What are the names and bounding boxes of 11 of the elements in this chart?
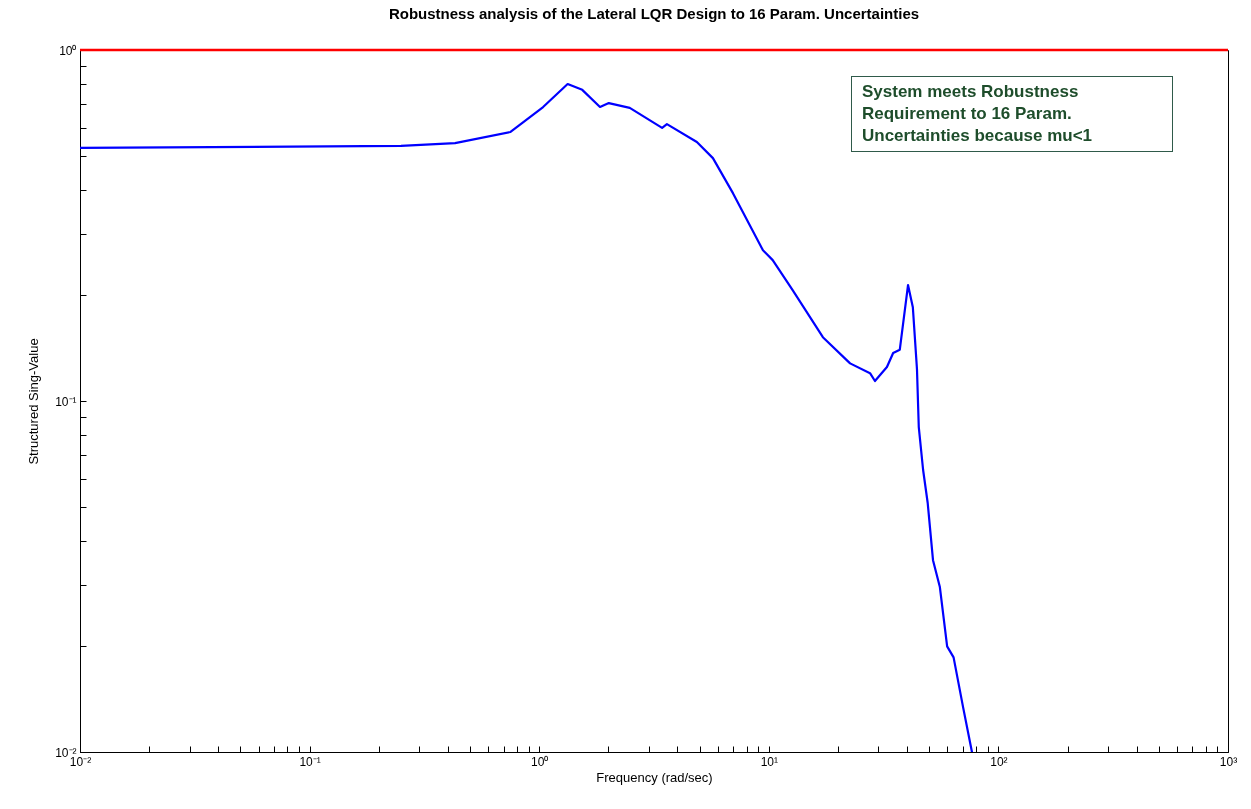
- note-box: System meets Robustness Requirement to 16 Param. Uncertainties because mu<1: [851, 76, 1173, 152]
- y-tick-label: 10⁻¹: [55, 394, 77, 409]
- x-tick-label: 10²: [990, 754, 1008, 769]
- x-tick-label: 10¹: [760, 754, 778, 769]
- y-axis-title: Structured Sing-Value: [26, 338, 42, 465]
- x-tick-label: 10⁻¹: [299, 754, 321, 769]
- x-tick-label: 10⁰: [531, 754, 549, 769]
- y-tick-label: 10⁰: [59, 43, 77, 58]
- x-tick-label: 10³: [1219, 754, 1238, 769]
- x-axis-title: Frequency (rad/sec): [596, 769, 713, 785]
- chart-title: Robustness analysis of the Lateral LQR Design to 16 Param. Uncertainties: [388, 5, 920, 22]
